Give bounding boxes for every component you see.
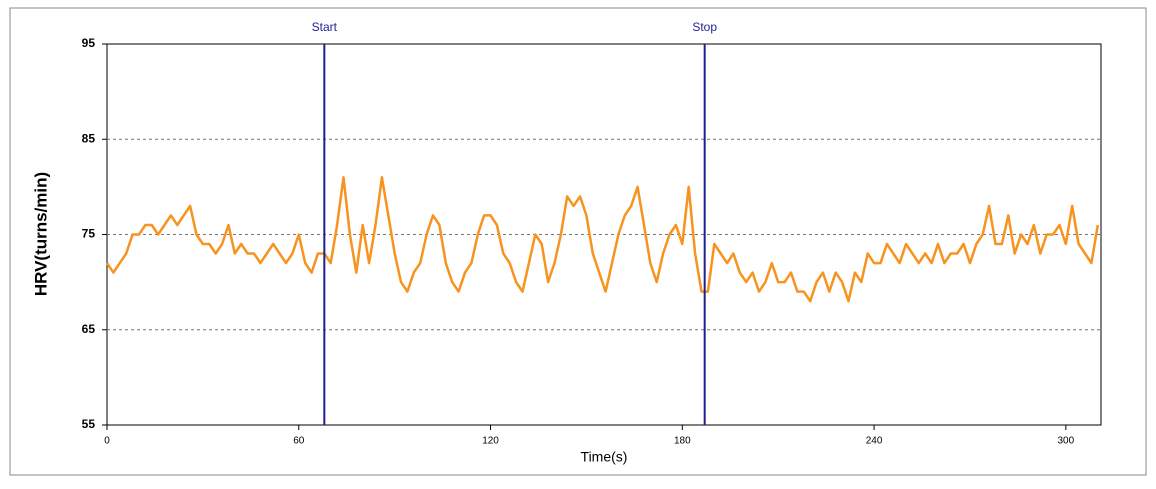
marker-label: Stop — [692, 20, 717, 34]
y-axis-label: HRV(turns/min) — [31, 172, 50, 296]
x-tick-label: 180 — [674, 436, 691, 447]
x-axis-label: Time(s) — [581, 449, 628, 465]
y-tick-label: 55 — [82, 417, 96, 431]
frame — [9, 7, 1147, 476]
x-tick-label: 300 — [1057, 436, 1074, 447]
y-tick-label: 95 — [82, 36, 96, 50]
data-line — [105, 176, 1100, 303]
x-tick-label: 240 — [866, 436, 883, 447]
marker-label: Start — [312, 20, 338, 34]
x-tick-label: 0 — [104, 436, 110, 447]
x-tick-label: 60 — [293, 436, 305, 447]
x-tick-label: 120 — [482, 436, 499, 447]
y-tick-label: 75 — [82, 227, 96, 241]
y-tick-label: 65 — [82, 322, 96, 336]
y-tick-label: 85 — [82, 131, 96, 145]
